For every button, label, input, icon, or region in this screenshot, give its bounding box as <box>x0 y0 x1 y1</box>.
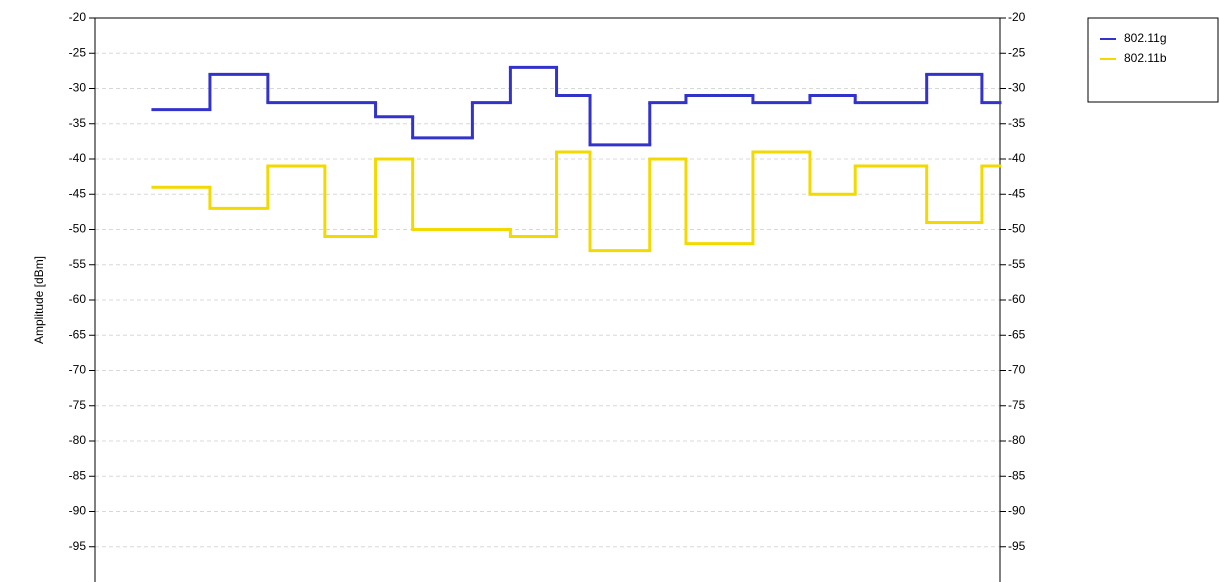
y-tick-label: -50 <box>69 222 87 236</box>
y-tick-label: -65 <box>69 327 87 341</box>
y-tick-label: -95 <box>69 539 87 553</box>
y2-tick-label: -45 <box>1008 186 1026 200</box>
y2-tick-label: -30 <box>1008 81 1026 95</box>
y-tick-label: -35 <box>69 116 87 130</box>
y2-tick-label: -25 <box>1008 45 1026 59</box>
y2-tick-label: -80 <box>1008 433 1026 447</box>
y2-tick-label: -40 <box>1008 151 1026 165</box>
y2-tick-label: -50 <box>1008 222 1026 236</box>
y2-tick-label: -20 <box>1008 10 1026 24</box>
y-axis-label: Amplitude [dBm] <box>32 256 46 344</box>
y-tick-label: -85 <box>69 468 87 482</box>
y-tick-label: -90 <box>69 504 87 518</box>
y2-tick-label: -70 <box>1008 363 1026 377</box>
y-tick-label: -40 <box>69 151 87 165</box>
y-tick-label: -60 <box>69 292 87 306</box>
y2-tick-label: -55 <box>1008 257 1026 271</box>
y2-tick-label: -95 <box>1008 539 1026 553</box>
y-tick-label: -30 <box>69 81 87 95</box>
y-tick-label: -20 <box>69 10 87 24</box>
y-tick-label: -75 <box>69 398 87 412</box>
y2-tick-label: -65 <box>1008 327 1026 341</box>
y2-tick-label: -35 <box>1008 116 1026 130</box>
y-tick-label: -70 <box>69 363 87 377</box>
y-tick-label: -25 <box>69 45 87 59</box>
y2-tick-label: -85 <box>1008 468 1026 482</box>
legend-label: 802.11b <box>1124 51 1167 65</box>
y2-tick-label: -75 <box>1008 398 1026 412</box>
y-tick-label: -45 <box>69 186 87 200</box>
y-tick-label: -55 <box>69 257 87 271</box>
legend-label: 802.11g <box>1124 31 1167 45</box>
y2-tick-label: -90 <box>1008 504 1026 518</box>
y-tick-label: -80 <box>69 433 87 447</box>
y2-tick-label: -60 <box>1008 292 1026 306</box>
